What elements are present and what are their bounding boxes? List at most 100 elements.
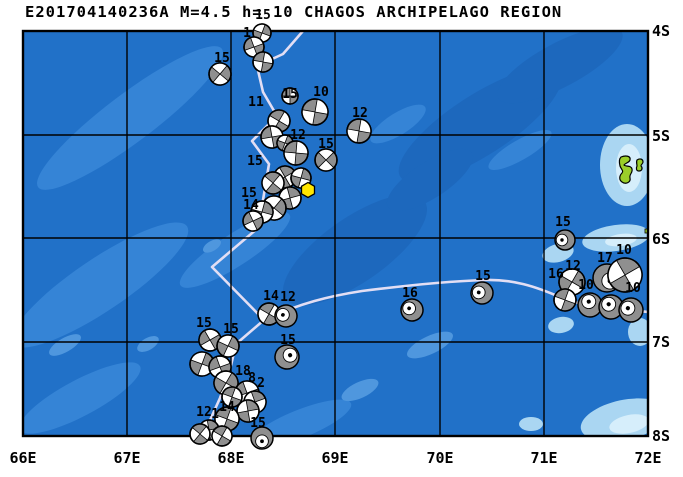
beachball-dot [260, 439, 264, 444]
longitude-axis-label: 72E [634, 449, 661, 467]
focal-mechanism-beachball [283, 140, 309, 166]
beachball-outline [607, 257, 643, 293]
depth-label: 14 [263, 289, 279, 304]
beachball-dot [606, 302, 611, 307]
longitude-axis-label: 67E [113, 449, 140, 467]
focal-mechanism-beachball [189, 423, 211, 445]
plot-title: E201704140236A M=4.5 h= 10 CHAGOS ARCHIP… [25, 3, 563, 21]
beachball-outline [208, 62, 232, 86]
latitude-axis-label: 8S [652, 427, 670, 445]
depth-label: 14 [219, 400, 235, 415]
beachball-dot [560, 238, 564, 242]
map-frame [21, 29, 650, 438]
depth-label: 2 [257, 376, 265, 391]
beachball-outline [346, 118, 372, 144]
bathymetry-patch [341, 378, 379, 402]
latitude-axis-label: 4S [652, 22, 670, 40]
depth-label: 10 [313, 85, 329, 100]
longitude-axis-label: 69E [321, 449, 348, 467]
beachball-outline [211, 425, 233, 447]
focal-mechanism-beachball [618, 297, 644, 323]
beachball-outline [553, 288, 577, 312]
bathymetry-patch [519, 417, 543, 431]
bathymetry-patch [407, 331, 453, 359]
island [618, 155, 633, 184]
beachball-dot [288, 353, 293, 358]
beachball-dot [281, 313, 285, 317]
focal-mechanism-beachball [598, 294, 624, 320]
focal-mechanism-beachball [274, 344, 300, 370]
beachball-dot [476, 290, 481, 295]
focal-mechanism-beachball [607, 257, 643, 293]
beachball-outline [283, 140, 309, 166]
depth-label: 11 [248, 95, 264, 110]
depth-label: 1 [211, 407, 219, 422]
bathymetry-patch [282, 194, 428, 306]
latitude-axis-label: 7S [652, 333, 670, 351]
beachball-outline [189, 423, 211, 445]
depth-label: 18 [235, 364, 251, 379]
depth-label: 15 [475, 269, 491, 284]
depth-label: 15 [555, 215, 571, 230]
longitude-axis-label: 70E [426, 449, 453, 467]
depth-label: 15 [196, 316, 212, 331]
depth-label: 12 [352, 106, 368, 121]
bathymetry-patch [370, 104, 426, 144]
depth-label: 15 [318, 137, 334, 152]
event-location-marker [300, 181, 316, 199]
beachball-dot [407, 306, 412, 311]
bathymetry-patch [548, 316, 574, 334]
focal-mechanism-beachball [242, 210, 264, 232]
longitude-axis-label: 66E [9, 449, 36, 467]
bathymetry-patch [609, 414, 648, 434]
depth-label: 15 [280, 333, 296, 348]
focal-mechanism-beachball [261, 171, 285, 195]
depth-label: 14 [243, 198, 259, 213]
beachball-outline [252, 51, 274, 73]
depth-label: 15 [255, 8, 271, 23]
bathymetry-patch [248, 399, 352, 436]
bathymetry-patch [23, 222, 189, 348]
focal-mechanism-beachball [281, 87, 299, 105]
bathymetry-patch [488, 130, 552, 170]
longitude-axis-label: 68E [217, 449, 244, 467]
latitude-axis-label: 5S [652, 127, 670, 145]
depth-label: 12 [280, 290, 296, 305]
focal-mechanism-beachball [553, 288, 577, 312]
depth-label: 15 [282, 87, 298, 102]
bathymetry-patch [605, 233, 637, 247]
depth-label: 15 [214, 51, 230, 66]
depth-label: 15 [223, 322, 239, 337]
beachball-dot [586, 299, 591, 304]
focal-mechanism-beachball [250, 426, 274, 450]
depth-label: 10 [625, 281, 641, 296]
depth-label: 12 [196, 405, 212, 420]
depth-label: 15 [247, 154, 263, 169]
depth-label: 15 [241, 186, 257, 201]
bathymetry-patch [49, 334, 81, 356]
focal-mechanism-beachball [274, 304, 298, 328]
bathymetry-patch [497, 31, 623, 104]
beachball-outline [198, 328, 222, 352]
depth-label: 16 [402, 286, 418, 301]
bathymetry-patch [23, 362, 141, 434]
focal-mechanism-beachball [314, 148, 338, 172]
focal-mechanism-beachball [189, 351, 215, 377]
focal-mechanism-beachball [400, 298, 424, 322]
depth-label: 17 [597, 251, 613, 266]
depth-label: 10 [616, 243, 632, 258]
depth-label: 12 [290, 128, 306, 143]
focal-mechanism-beachball [211, 425, 233, 447]
depth-label: 16 [548, 267, 564, 282]
island [635, 158, 644, 172]
longitude-axis-label: 71E [530, 449, 557, 467]
focal-mechanism-beachball [221, 386, 243, 408]
focal-mechanism-beachball [470, 281, 494, 305]
focal-mechanism-beachball [346, 118, 372, 144]
bathymetry-patch [37, 46, 223, 190]
beachball-outline [314, 148, 338, 172]
focal-mechanism-layer [189, 23, 644, 450]
